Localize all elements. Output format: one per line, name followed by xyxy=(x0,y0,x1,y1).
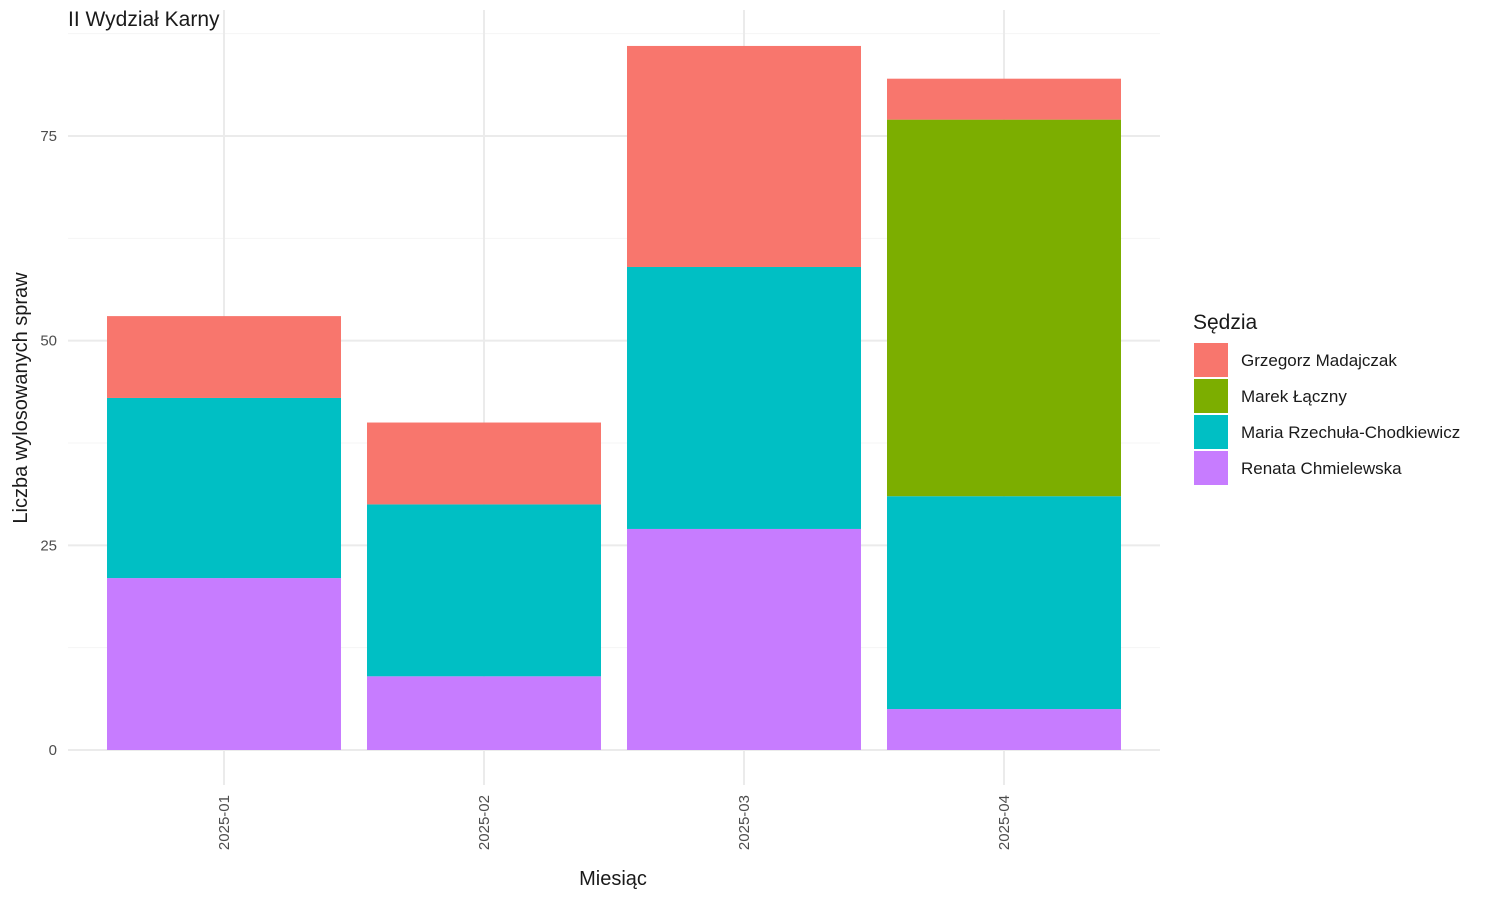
x-tick-label: 2025-04 xyxy=(996,795,1013,850)
y-axis-title: Liczba wylosowanych spraw xyxy=(10,272,32,524)
y-tick-label: 50 xyxy=(40,333,57,350)
bar-segment xyxy=(367,504,601,677)
bar-segment xyxy=(107,397,341,579)
bar-segment xyxy=(107,578,341,750)
legend-swatch xyxy=(1194,343,1228,377)
bar-segment xyxy=(627,45,861,267)
x-tick-label: 2025-02 xyxy=(476,795,493,850)
legend-swatch xyxy=(1194,415,1228,449)
bar-segment xyxy=(887,709,1121,750)
bar-segment xyxy=(627,266,861,529)
x-tick-label: 2025-01 xyxy=(216,795,233,850)
bar-segment xyxy=(887,78,1121,120)
bar-segment xyxy=(367,422,601,505)
bar-segment xyxy=(107,316,341,398)
y-tick-label: 75 xyxy=(40,128,57,145)
legend-title: Sędzia xyxy=(1193,311,1258,334)
legend-label: Marek Łączny xyxy=(1241,387,1347,406)
x-tick-label: 2025-03 xyxy=(736,795,753,850)
bars xyxy=(107,45,1121,750)
axes: 0 25 50 75 2025-01 2025-02 2025-03 2025-04 xyxy=(40,128,1013,850)
legend-swatch xyxy=(1194,451,1228,485)
legend-swatch xyxy=(1194,379,1228,413)
y-tick-label: 25 xyxy=(40,537,57,554)
bar-segment xyxy=(367,676,601,750)
legend-label: Grzegorz Madajczak xyxy=(1241,351,1397,370)
chart-title: II Wydział Karny xyxy=(68,8,220,31)
legend-label: Maria Rzechuła-Chodkiewicz xyxy=(1241,423,1460,442)
x-axis-title: Miesiąc xyxy=(579,868,647,890)
legend-label: Renata Chmielewska xyxy=(1241,459,1402,478)
bar-segment xyxy=(627,528,861,750)
bar-segment xyxy=(887,119,1121,497)
legend: Sędzia Grzegorz Madajczak Marek Łączny Mar… xyxy=(1193,311,1460,485)
y-tick-label: 0 xyxy=(49,742,57,759)
bar-segment xyxy=(887,496,1121,710)
